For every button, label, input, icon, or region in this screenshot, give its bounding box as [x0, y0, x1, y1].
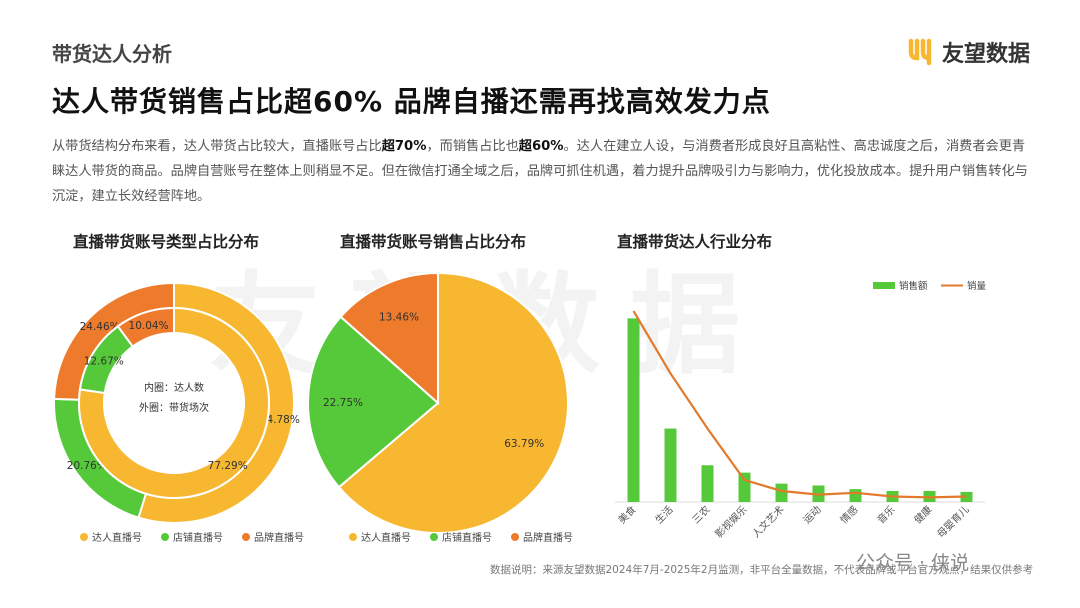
chart2-pie: 63.79% 22.75% 13.46% 达人直播号 店铺直播号 品牌直播号	[307, 271, 573, 544]
chart1-legend-marker-0	[80, 533, 88, 541]
wechat-watermark: 公众号 · 侠说	[856, 552, 970, 574]
chart3-xtick-5: 运动	[801, 504, 824, 527]
chart2-legend-text-2: 品牌直播号	[523, 531, 573, 544]
chart3-bar-6	[849, 489, 862, 502]
chart1-legend-marker-1	[161, 533, 169, 541]
chart1-legend-text-0: 达人直播号	[92, 531, 142, 544]
chart3-xtick-1: 生活	[652, 503, 675, 526]
outer-label-2: 24.46%	[80, 321, 120, 333]
chart3-line-series	[632, 310, 967, 499]
chart3-xtick-8: 健康	[911, 503, 934, 526]
chart3-legend-text-1: 销量	[967, 280, 987, 292]
inner-label-2: 10.04%	[129, 320, 169, 332]
pie-label-2: 13.46%	[379, 311, 419, 323]
data-source-note: 数据说明：来源友望数据2024年7月-2025年2月监测，非平台全量数据，不代表…	[490, 564, 1034, 576]
pie-slice-0	[337, 271, 569, 534]
chart2-title: 直播带货账号销售占比分布	[340, 233, 527, 251]
chart1-double-donut: 54.78% 20.76% 24.46% 77.29% 12.67% 10.04% 内圈：达…	[53, 281, 304, 544]
chart2-legend-marker-2	[511, 533, 519, 541]
chart3-bar-2	[701, 465, 714, 502]
brand-logo: 友望数据	[908, 36, 1030, 68]
intro-paragraph: 从带货结构分布来看，达人带货占比较大，直播账号占比超70%，而销售占比也超60%…	[52, 134, 1032, 209]
chart2-legend-marker-1	[430, 533, 438, 541]
intro-highlight-1: 超70%	[381, 139, 427, 154]
chart1-legend-text-1: 店铺直播号	[173, 531, 223, 544]
center-label-0: 内圈：达人数	[144, 381, 204, 394]
chart3-xtick-9: 母婴育儿	[934, 503, 971, 540]
chart3-xtick-3: 影视娱乐	[712, 503, 749, 540]
chart3-xtick-0: 美食	[615, 503, 638, 526]
chart2-legend-marker-0	[349, 533, 357, 541]
pie-label-0: 63.79%	[504, 438, 544, 450]
section-label: 带货达人分析	[52, 42, 172, 66]
inner-label-1: 12.67%	[84, 356, 124, 368]
intro-highlight-2: 超60%	[518, 139, 564, 154]
intro-text-1: 从带货结构分布来看，达人带货占比较大，直播账号占比	[52, 139, 382, 154]
logo-text: 友望数据	[941, 42, 1030, 67]
outer-label-1: 20.76%	[67, 460, 107, 472]
chart1-title: 直播带货账号类型占比分布	[73, 233, 260, 251]
chart2-legend-text-0: 达人直播号	[361, 531, 411, 544]
intro-text-2: ，而销售占比也	[426, 139, 519, 154]
intro-text-3: 。达人在建立人设，与消费者形成良好且高粘性、高忠诚度之后，消费者会更青睐达人带货…	[52, 139, 1028, 204]
chart1-legend-marker-2	[242, 533, 250, 541]
inner-slice-0	[78, 306, 270, 499]
chart3-bar-4	[775, 483, 788, 502]
inner-label-0: 77.29%	[208, 460, 248, 472]
chart3-xtick-6: 情感	[837, 503, 860, 526]
outer-label-0: 54.78%	[260, 414, 300, 426]
center-label-1: 外圈：带货场次	[139, 401, 209, 414]
chart3-legend-text-0: 销售额	[899, 280, 928, 292]
pie-slice-2	[339, 271, 439, 406]
chart3-xtick-2: 三农	[689, 503, 712, 526]
chart3-bar-0	[627, 318, 640, 502]
pie-label-1: 22.75%	[323, 397, 363, 409]
chart3-bar-1	[664, 428, 677, 502]
chart3-title: 直播带货达人行业分布	[617, 233, 773, 251]
chart3-xtick-4: 人文艺术	[749, 503, 786, 540]
chart1-legend-text-2: 品牌直播号	[254, 531, 304, 544]
chart3-bar-line: 美食 生活 三农 影视娱乐 人文艺术 运动 情感 音乐 健康 母婴育儿 销售额 销量	[615, 280, 987, 540]
pie-slice-1	[307, 315, 440, 489]
chart3-bar-3	[738, 472, 751, 502]
page-title: 达人带货销售占比超60% 品牌自播还需再找高效发力点	[52, 85, 771, 118]
chart2-legend-text-1: 店铺直播号	[442, 531, 492, 544]
inner-slice-2	[116, 306, 175, 348]
chart3-xtick-7: 音乐	[874, 503, 897, 526]
chart3-legend-marker-0	[873, 282, 895, 289]
logo-icon	[908, 38, 932, 66]
